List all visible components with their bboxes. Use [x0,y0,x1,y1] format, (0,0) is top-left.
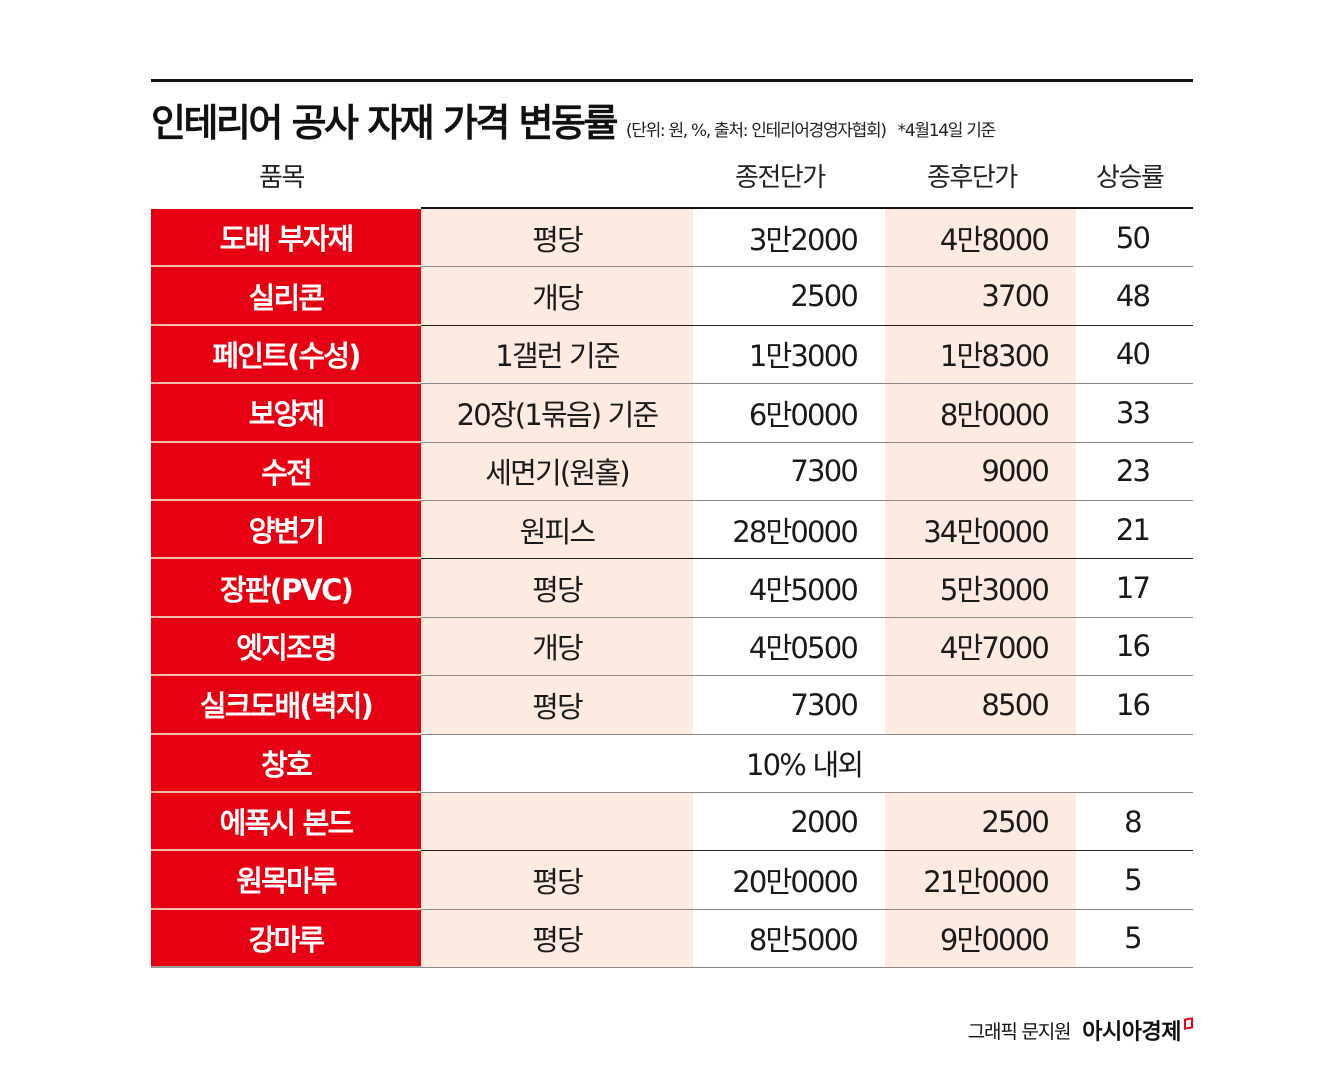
unit-cell: 평당 [421,851,693,910]
header-price-before: 종전단가 [735,163,826,193]
table-row: 에폭시 본드 2000 2500 8 [151,792,1193,852]
price-after-cell: 8만0000 [885,384,1076,443]
unit-cell: 평당 [421,909,693,969]
price-before-cell: 1만3000 [693,325,885,385]
unit-cell: 평당 [421,559,693,618]
top-rule [151,79,1193,82]
unit-cell: 세면기(원홀) [421,442,693,501]
price-after-cell: 3700 [885,267,1076,326]
table-row: 창호 10% 내외 [151,734,1193,793]
rate-cell: 17 [1076,559,1193,618]
price-after-cell: 1만8300 [885,325,1076,385]
table-row: 엣지조명 개당 4만0500 4만7000 16 [151,617,1193,677]
rate-cell: 16 [1076,676,1193,735]
price-after-cell: 4만7000 [885,617,1076,677]
item-cell: 장판(PVC) [151,559,421,618]
price-after-cell: 5만3000 [885,559,1076,618]
table-row: 실리콘 개당 2500 3700 48 [151,267,1193,326]
item-cell: 양변기 [151,500,421,560]
price-before-cell: 28만0000 [693,500,885,560]
price-before-cell: 8만5000 [693,909,885,969]
unit-cell: 평당 [421,676,693,735]
price-before-cell: 6만0000 [693,384,885,443]
unit-cell [421,792,693,852]
price-before-cell: 3만2000 [693,209,885,268]
unit-cell: 20장(1묶음) 기준 [421,384,693,443]
table-row: 장판(PVC) 평당 4만5000 5만3000 17 [151,559,1193,618]
item-cell: 에폭시 본드 [151,792,421,852]
price-before-cell: 2000 [693,792,885,852]
header-rule [421,207,1193,209]
footer: 그래픽 문지원 아시아경제 [968,1014,1193,1046]
price-after-cell: 34만0000 [885,500,1076,560]
price-before-cell: 4만0500 [693,617,885,677]
price-after-cell: 4만8000 [885,209,1076,268]
rate-cell: 21 [1076,500,1193,560]
item-cell: 강마루 [151,909,421,969]
price-before-cell: 7300 [693,442,885,501]
table-header: 품목 종전단가 종후단가 상승률 [151,155,1193,205]
rate-cell: 16 [1076,617,1193,677]
rate-cell: 23 [1076,442,1193,501]
table-row: 양변기 원피스 28만0000 34만0000 21 [151,500,1193,560]
graphic-credit: 그래픽 문지원 [967,1020,1072,1043]
table-row: 실크도배(벽지) 평당 7300 8500 16 [151,676,1193,735]
item-cell: 실크도배(벽지) [151,676,421,735]
table-row: 원목마루 평당 20만0000 21만0000 5 [151,851,1193,910]
price-table: 도배 부자재 평당 3만2000 4만8000 50 실리콘 개당 2500 3… [151,209,1193,969]
price-before-cell: 7300 [693,676,885,735]
unit-source-note: (단위: 원, %, 출처: 인테리어경영자협회) [625,121,887,141]
rate-cell: 8 [1076,792,1193,852]
rate-cell: 5 [1076,909,1193,969]
unit-cell: 원피스 [421,500,693,560]
price-after-cell: 8500 [885,676,1076,735]
header-price-after: 종후단가 [927,163,1018,193]
unit-cell: 평당 [421,209,693,268]
chart-title: 인테리어 공사 자재 가격 변동률 [151,101,618,145]
unit-cell: 개당 [421,617,693,677]
rate-cell: 33 [1076,384,1193,443]
rate-cell: 40 [1076,325,1193,385]
table-row: 도배 부자재 평당 3만2000 4만8000 50 [151,209,1193,268]
unit-cell: 개당 [421,267,693,326]
table-row: 페인트(수성) 1갤런 기준 1만3000 1만8300 40 [151,325,1193,385]
price-after-cell: 9000 [885,442,1076,501]
brand-mark-icon [1184,1016,1193,1030]
price-before-cell: 2500 [693,267,885,326]
price-before-cell: 20만0000 [693,851,885,910]
brand-logo: 아시아경제 [1082,1020,1181,1045]
price-after-cell: 21만0000 [885,851,1076,910]
item-cell: 보양재 [151,384,421,443]
item-cell: 실리콘 [151,267,421,326]
price-after-cell: 2500 [885,792,1076,852]
item-cell: 페인트(수성) [151,325,421,385]
table-row: 강마루 평당 8만5000 9만0000 5 [151,909,1193,969]
price-before-cell: 4만5000 [693,559,885,618]
item-cell: 도배 부자재 [151,209,421,268]
rate-cell: 50 [1076,209,1193,268]
title-row: 인테리어 공사 자재 가격 변동률 (단위: 원, %, 출처: 인테리어경영자… [151,92,997,152]
merged-note-cell: 10% 내외 [421,734,1193,793]
table-row: 보양재 20장(1묶음) 기준 6만0000 8만0000 33 [151,384,1193,443]
unit-cell: 1갤런 기준 [421,325,693,385]
basis-date-note: *4월14일 기준 [897,121,997,141]
item-cell: 수전 [151,442,421,501]
item-cell: 창호 [151,734,421,793]
rate-cell: 48 [1076,267,1193,326]
item-cell: 엣지조명 [151,617,421,677]
header-item: 품목 [259,163,305,193]
table-row: 수전 세면기(원홀) 7300 9000 23 [151,442,1193,501]
rate-cell: 5 [1076,851,1193,910]
header-increase-rate: 상승률 [1096,163,1165,193]
item-cell: 원목마루 [151,851,421,910]
price-after-cell: 9만0000 [885,909,1076,969]
